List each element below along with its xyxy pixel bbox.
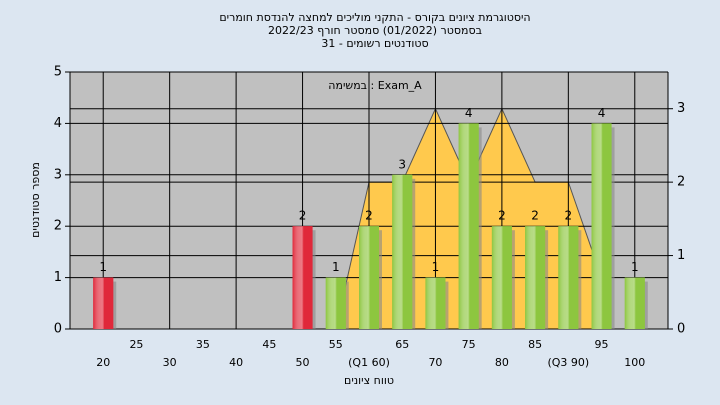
bar	[458, 123, 479, 330]
value-label: 1	[432, 260, 440, 274]
y2-tick-label: 0	[677, 322, 685, 337]
value-label: 1	[631, 260, 639, 274]
value-label: 4	[598, 106, 606, 120]
bar	[491, 226, 512, 329]
y-tick-label: 1	[54, 270, 62, 285]
value-label: 2	[365, 209, 373, 223]
chart-title: בסמסטר (01/2022) סמסטר חורף 2022/23	[268, 24, 482, 37]
x-tick-label: 40	[229, 356, 243, 369]
value-label: 3	[398, 157, 406, 171]
x-tick-label: (Q3 90)	[547, 356, 589, 369]
y-axis-label: מספר סטודנטים	[29, 162, 42, 238]
x-tick-label: 20	[96, 356, 110, 369]
y-tick-label: 5	[54, 65, 62, 80]
chart-title: סטודנטים רשומים - 31	[321, 37, 428, 50]
y-tick-label: 3	[54, 167, 62, 182]
bar	[425, 277, 446, 329]
y-tick-label: 0	[54, 322, 62, 337]
x-axis-label: טווח ציונים	[344, 374, 394, 387]
x-tick-label: 55	[329, 338, 343, 351]
value-label: 1	[332, 260, 340, 274]
x-tick-label: 85	[528, 338, 542, 351]
x-tick-label: 100	[624, 356, 645, 369]
x-tick-label: 35	[196, 338, 210, 351]
bar	[591, 123, 612, 330]
x-tick-label: 80	[495, 356, 509, 369]
bar	[392, 174, 413, 329]
x-tick-label: 65	[395, 338, 409, 351]
x-tick-label: 75	[462, 338, 476, 351]
bar	[325, 277, 346, 329]
y-tick-label: 2	[54, 219, 62, 234]
x-tick-label: 25	[129, 338, 143, 351]
value-label: 1	[99, 260, 107, 274]
value-label: 2	[531, 209, 539, 223]
y-tick-label: 4	[54, 116, 62, 131]
bar	[525, 226, 546, 329]
x-tick-label: 70	[428, 356, 442, 369]
bar	[624, 277, 645, 329]
x-tick-label: 50	[296, 356, 310, 369]
y2-tick-label: 2	[677, 175, 685, 190]
y2-tick-label: 1	[677, 248, 685, 263]
x-tick-label: 45	[262, 338, 276, 351]
x-tick-label: 95	[595, 338, 609, 351]
value-label: 2	[498, 209, 506, 223]
x-tick-label: (Q1 60)	[348, 356, 390, 369]
chart-title: היסטוגרמת ציונים בקורס - התקני מוליכים ל…	[219, 11, 530, 24]
annotation: במשימה : Exam_A	[328, 79, 422, 92]
y2-tick-label: 3	[677, 101, 685, 116]
value-label: 2	[565, 209, 573, 223]
value-label: 4	[465, 106, 473, 120]
x-tick-label: 30	[163, 356, 177, 369]
value-label: 2	[299, 209, 307, 223]
bar	[93, 277, 114, 329]
bar	[359, 226, 379, 329]
bar	[558, 226, 579, 329]
bar	[292, 226, 313, 329]
